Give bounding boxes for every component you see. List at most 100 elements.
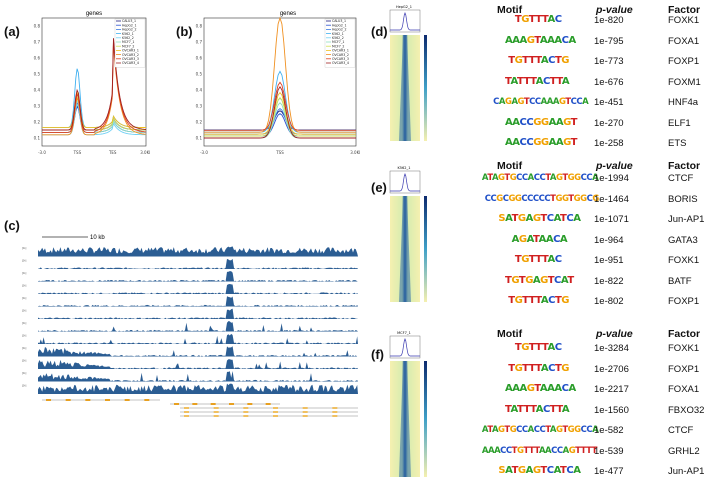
motif-base: T [535, 254, 542, 265]
track-axis-label: [0-] [22, 271, 27, 275]
plot-frame [41, 17, 147, 147]
factor-cell: ETS [668, 138, 687, 149]
signal-track [38, 258, 358, 269]
y-tick-label: 0.8 [196, 24, 203, 29]
motif-base: A [525, 213, 534, 224]
motif-base: T [528, 342, 536, 353]
signal-track [38, 333, 358, 344]
p-value-cell: 1e-477 [594, 466, 624, 477]
panel-f-heatmap-title: MCF7_1 [397, 331, 411, 335]
factor-cell: FOXP1 [668, 363, 700, 375]
motif-base: A [554, 383, 562, 394]
exon [243, 415, 249, 417]
legend-entry: MCF7_2 [332, 44, 344, 48]
heatmap-profile-box [389, 170, 421, 194]
motif-base: C [586, 425, 593, 435]
track-axis-label: [0-] [22, 371, 27, 375]
p-value-cell: 1e-1464 [594, 193, 629, 205]
motif-base: A [582, 97, 589, 107]
motif-base: T [533, 233, 539, 245]
motif-base: T [505, 75, 511, 87]
p-value-cell: 1e-2706 [594, 363, 629, 375]
panel-f-heatmap-svg: MCF7_1 [389, 331, 427, 477]
p-value-cell: 1e-1071 [594, 214, 629, 225]
motif-base: A [512, 116, 520, 128]
heatmap-profile-box [389, 335, 421, 359]
motif-base: A [568, 34, 576, 46]
motif-base: G [514, 193, 522, 204]
p-value-cell: 1e-676 [594, 76, 624, 88]
motif-base: C [539, 425, 546, 435]
motif-base: G [517, 465, 526, 476]
motif-base: A [562, 445, 570, 456]
legend-entry: HepG2_2 [122, 28, 137, 32]
panel-e-header-motif: Motif [497, 160, 523, 172]
series-line-OVCAR3_3 [204, 81, 356, 131]
motif-base: T [528, 254, 536, 265]
motif-base: C [548, 362, 555, 374]
exon [273, 415, 278, 417]
motif-base: T [586, 445, 592, 456]
motif-base: T [549, 403, 557, 415]
motif-base: C [554, 254, 562, 265]
p-value-cell: 1e-951 [594, 255, 624, 266]
motif-base: C [521, 425, 528, 435]
signal-track [38, 346, 358, 357]
motif-base: G [521, 14, 529, 25]
motif-base: T [562, 425, 568, 435]
motif-base: G [511, 274, 519, 286]
motif-base: T [535, 342, 542, 353]
motif-base: C [561, 34, 569, 46]
y-tick-label: 0.8 [34, 24, 41, 29]
legend-entry: K562_2 [122, 36, 134, 40]
motif-logo: CCGCGGCCCCCTGGTGGCG [485, 193, 600, 205]
motif-base: G [518, 233, 527, 245]
y-tick-label: 0.6 [34, 56, 41, 61]
motif-base: T [504, 425, 510, 435]
exon [332, 411, 338, 413]
motif-base: A [519, 34, 528, 46]
motif-base: G [532, 465, 541, 476]
motif-base: G [509, 425, 517, 435]
heatmap-colorbar [424, 196, 427, 302]
motif-base: C [519, 116, 527, 128]
panel-b-profile-plot: genes 0.1 0.2 0.3 0.4 0.5 0.6 0.7 0.8 -3.0 TSS 3.0… [190, 6, 360, 164]
motif-base: G [517, 97, 525, 107]
motif-base: A [548, 137, 557, 148]
motif-base: A [592, 425, 599, 435]
series-line-K562_1 [42, 68, 146, 129]
motif-base: A [527, 173, 535, 183]
exon [124, 399, 130, 401]
motif-base: A [505, 116, 513, 128]
motif-base: G [498, 425, 505, 435]
motif-logo: AACCGGAAGT [505, 137, 578, 149]
panel-d-heatmap-svg: HepG2_1 [389, 5, 427, 141]
motif-logo: TGTTTAC [515, 14, 562, 26]
exon [243, 407, 249, 409]
series-line-MCF7_2 [42, 95, 146, 131]
motif-base: A [540, 97, 548, 107]
motif-base: G [508, 193, 515, 204]
series-line-OVCAR3_4 [204, 85, 356, 139]
motif-base: A [538, 445, 546, 456]
legend-entry: MCF7_2 [122, 44, 134, 48]
motif-base: A [498, 97, 506, 107]
panel-a-svg: genes 0.1 0.2 0.3 0.4 0.5 0.6 0.7 0.8 -3.0 TSS TES… [34, 11, 150, 155]
panel-b-svg: genes 0.1 0.2 0.3 0.4 0.5 0.6 0.7 0.8 -3.0 TSS 3.0… [196, 11, 360, 155]
heatmap-core [399, 196, 411, 302]
motif-logo: SATGAGTCATCA [498, 213, 581, 225]
factor-cell: FOXK1 [668, 343, 700, 354]
panel-c-letter: (c) [4, 218, 20, 233]
p-value-cell: 1e-822 [594, 275, 624, 287]
exon [184, 415, 189, 417]
legend-entry: CALU3_1 [332, 19, 346, 23]
motif-base: C [527, 193, 533, 204]
motif-base: C [490, 193, 497, 204]
motif-base: A [494, 445, 501, 456]
motif-base: C [544, 193, 551, 204]
motif-base: A [491, 173, 499, 183]
series-line-OVCAR3_4 [42, 38, 147, 131]
motif-logo: ATAGTGCCACCTAGTGGCCA [482, 172, 599, 184]
y-tick-label: 0.7 [34, 40, 41, 45]
motif-base: A [510, 75, 518, 87]
